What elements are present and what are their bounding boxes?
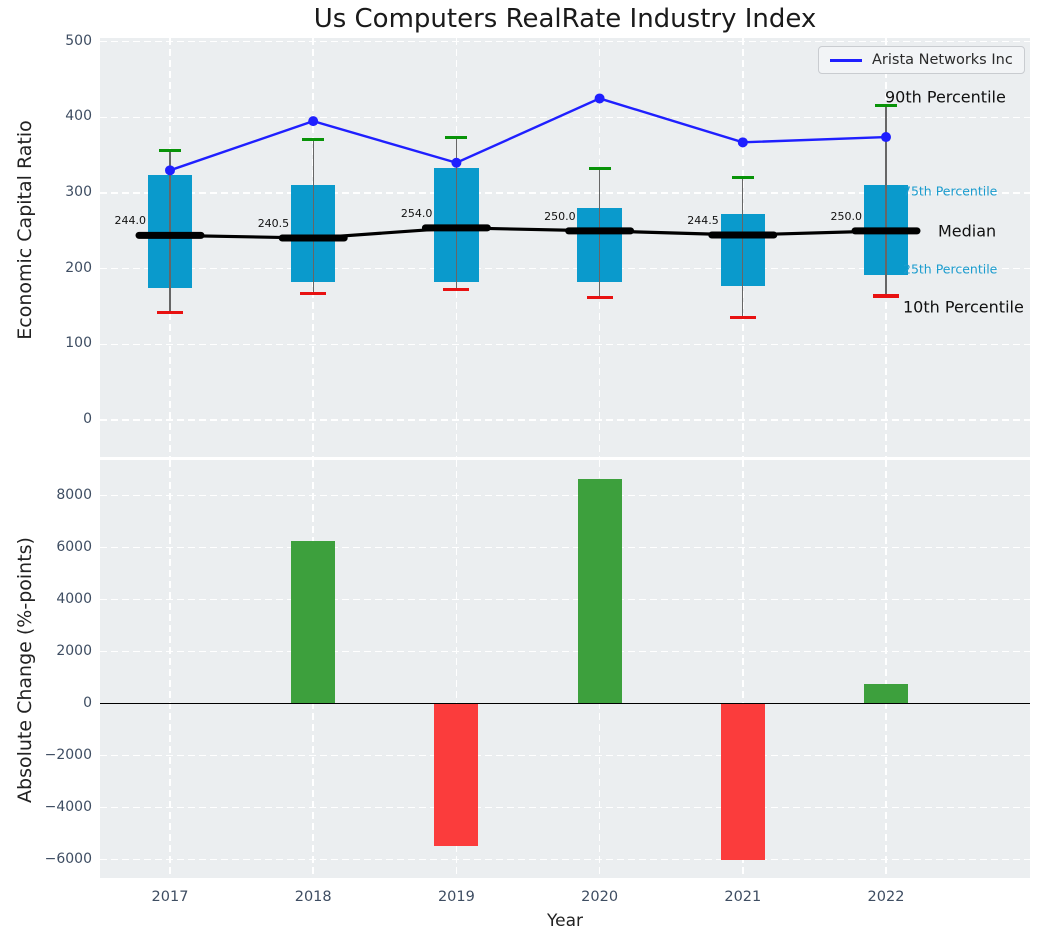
- annotation-10th-percentile: 10th Percentile: [903, 297, 1024, 316]
- y-tick-label: 400: [38, 108, 92, 124]
- chart-title: Us Computers RealRate Industry Index: [100, 4, 1030, 34]
- line-swatch-icon: [830, 59, 862, 62]
- legend-label: Arista Networks Inc: [872, 52, 1013, 68]
- median-value-label: 240.5: [227, 217, 289, 230]
- x-tick-label: 2021: [708, 889, 778, 905]
- x-tick-label: 2022: [851, 889, 921, 905]
- zero-line: [100, 703, 1030, 705]
- x-tick-label: 2018: [278, 889, 348, 905]
- median-value-label: 250.0: [800, 210, 862, 223]
- median-value-label: 244.5: [657, 214, 719, 227]
- bottom-y-axis-label: Absolute Change (%-points): [14, 537, 36, 803]
- y-tick-label: 200: [38, 260, 92, 276]
- bar-2021: [721, 704, 765, 859]
- annotation-median: Median: [938, 221, 996, 240]
- annotation-25th-percentile: 25th Percentile: [903, 261, 997, 276]
- y-tick-label: 500: [38, 33, 92, 49]
- grid-line: [100, 859, 1030, 861]
- grid-line: [100, 651, 1030, 653]
- x-tick-label: 2020: [565, 889, 635, 905]
- annotation-75th-percentile: 75th Percentile: [903, 183, 997, 198]
- y-tick-label: −4000: [38, 799, 92, 815]
- median-value-label: 244.0: [84, 214, 146, 227]
- bar-2018: [291, 541, 335, 703]
- figure: Us Computers RealRate Industry Index Eco…: [0, 0, 1039, 942]
- bottom-plot-area: [100, 460, 1030, 878]
- grid-line: [100, 807, 1030, 809]
- grid-line: [100, 547, 1030, 549]
- y-tick-label: 2000: [38, 643, 92, 659]
- top-y-axis-label: Economic Capital Ratio: [14, 120, 36, 339]
- median-value-label: 254.0: [370, 207, 432, 220]
- y-tick-label: 4000: [38, 591, 92, 607]
- y-tick-label: 300: [38, 184, 92, 200]
- y-tick-label: 6000: [38, 539, 92, 555]
- median-value-label: 250.0: [514, 210, 576, 223]
- grid-line: [100, 495, 1030, 497]
- x-axis-label: Year: [100, 911, 1030, 931]
- bar-2022: [864, 684, 908, 704]
- annotation-90th-percentile: 90th Percentile: [885, 88, 1006, 107]
- y-tick-label: 0: [38, 411, 92, 427]
- grid-line: [100, 755, 1030, 757]
- y-tick-label: 0: [38, 695, 92, 711]
- x-tick-label: 2017: [135, 889, 205, 905]
- y-tick-label: 100: [38, 335, 92, 351]
- y-tick-label: −2000: [38, 747, 92, 763]
- grid-line: [100, 599, 1030, 601]
- y-tick-label: −6000: [38, 851, 92, 867]
- bar-2020: [578, 479, 622, 704]
- grid-line: [169, 460, 171, 878]
- grid-line: [885, 460, 887, 878]
- x-tick-label: 2019: [421, 889, 491, 905]
- y-tick-label: 8000: [38, 487, 92, 503]
- bar-2019: [434, 704, 478, 846]
- legend: Arista Networks Inc: [818, 46, 1025, 74]
